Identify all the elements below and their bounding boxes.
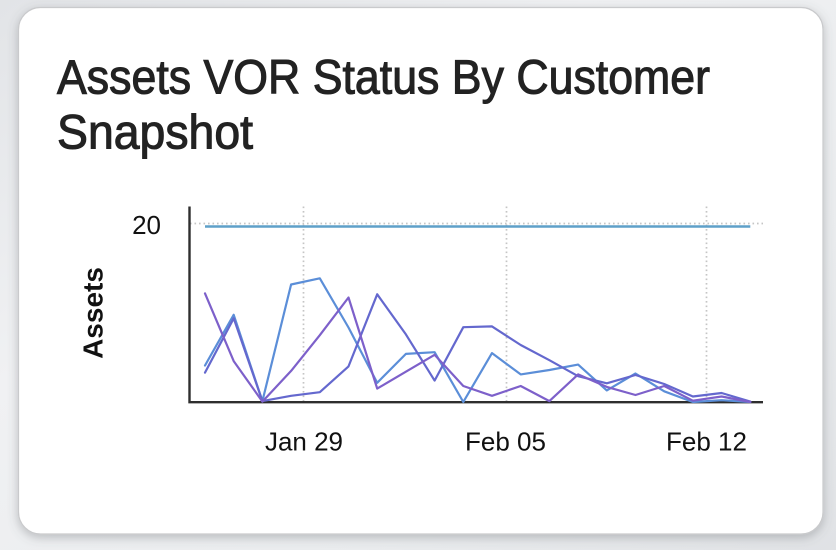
svg-text:Feb 05: Feb 05: [465, 427, 546, 457]
svg-text:Assets: Assets: [78, 267, 109, 359]
svg-text:Assets VOR Status By Customer: Assets VOR Status By Customer: [57, 52, 710, 105]
svg-text:Snapshot: Snapshot: [57, 107, 253, 160]
svg-text:20: 20: [132, 210, 161, 240]
svg-text:Feb 12: Feb 12: [666, 427, 747, 457]
svg-text:Jan 29: Jan 29: [265, 427, 343, 457]
